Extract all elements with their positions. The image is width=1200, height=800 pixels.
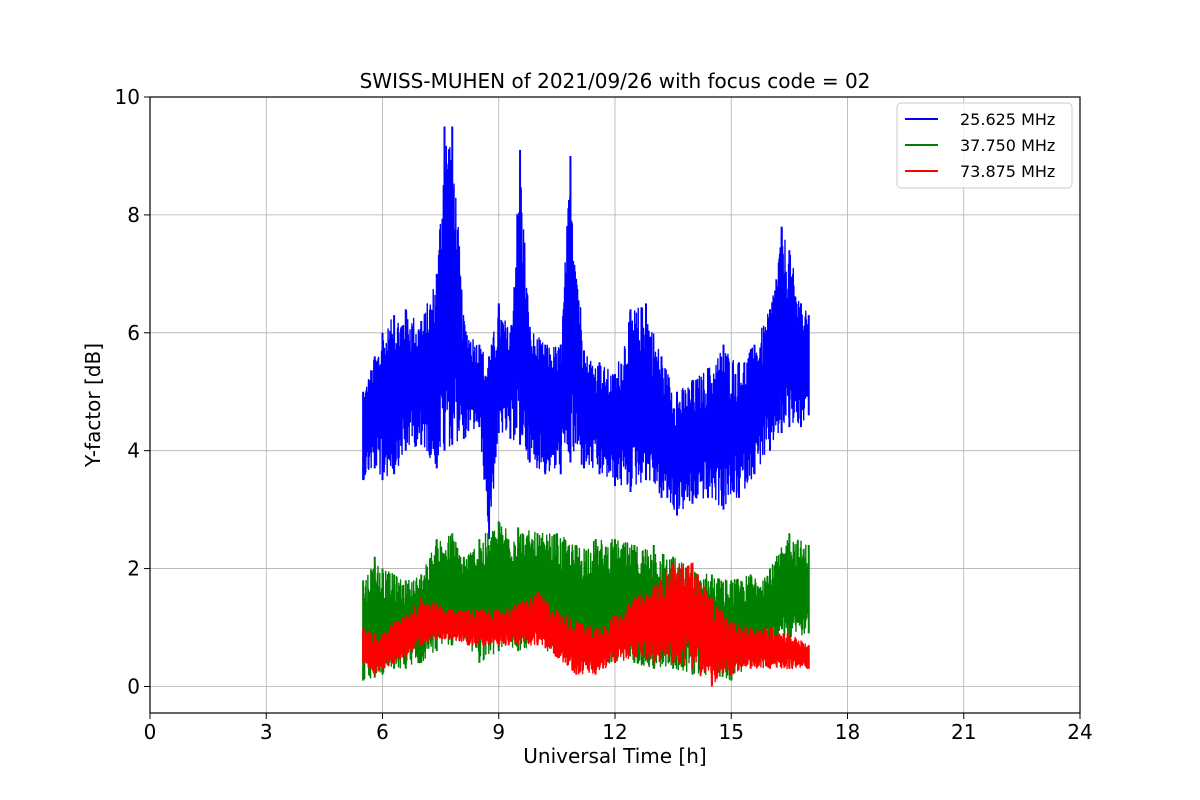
x-tick-label: 3 — [260, 720, 273, 744]
y-tick-label: 4 — [127, 439, 140, 463]
x-tick-label: 0 — [144, 720, 157, 744]
legend-box — [896, 102, 1073, 189]
y-tick-label: 2 — [127, 557, 140, 581]
series-25-625-mhz — [362, 126, 810, 540]
x-tick-label: 15 — [719, 720, 744, 744]
chart-title: SWISS-MUHEN of 2021/09/26 with focus cod… — [360, 69, 871, 93]
y-tick-label: 0 — [127, 674, 140, 698]
x-tick-label: 18 — [835, 720, 860, 744]
plot-series — [362, 126, 810, 687]
y-tick-label: 8 — [127, 203, 140, 227]
legend: 25.625 MHz 37.750 MHz 73.875 MHz — [896, 102, 1073, 189]
y-axis-label: Y-factor [dB] — [81, 343, 105, 468]
legend-label: 37.750 MHz — [960, 136, 1055, 155]
x-tick-label: 6 — [376, 720, 389, 744]
x-tick-label: 24 — [1067, 720, 1092, 744]
x-tick-label: 21 — [951, 720, 976, 744]
legend-label: 25.625 MHz — [960, 110, 1055, 129]
legend-label: 73.875 MHz — [960, 162, 1055, 181]
y-tick-label: 10 — [115, 85, 140, 109]
series-73-875-mhz — [362, 562, 810, 687]
y-tick-label: 6 — [127, 321, 140, 345]
x-tick-label: 9 — [492, 720, 505, 744]
x-tick-label: 12 — [602, 720, 627, 744]
x-axis-label: Universal Time [h] — [523, 744, 706, 768]
